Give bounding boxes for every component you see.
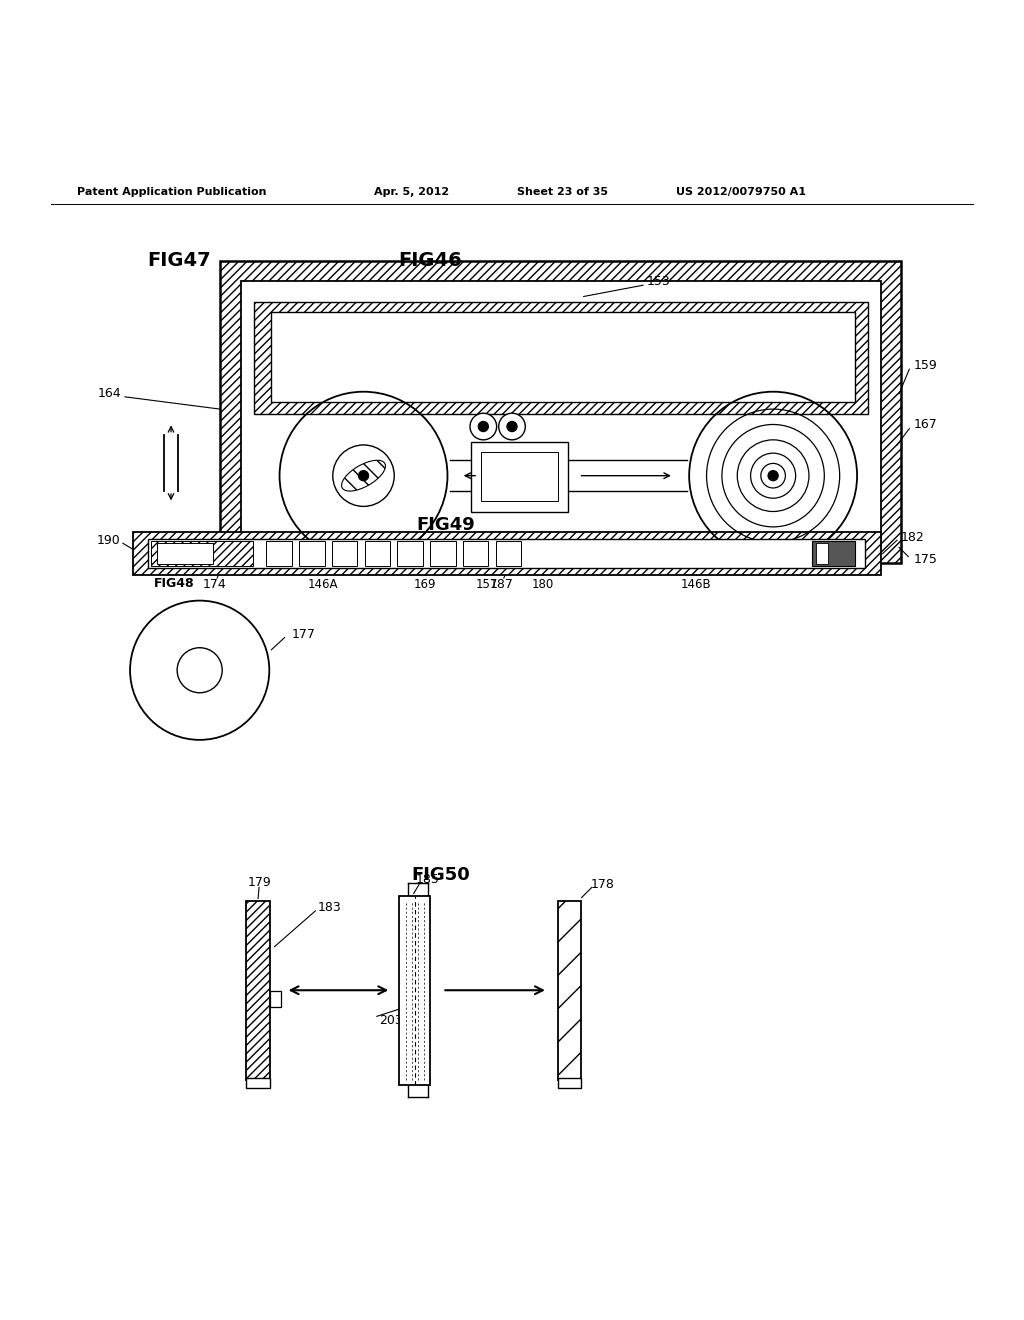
Text: 182: 182 — [901, 531, 925, 544]
Text: 164: 164 — [97, 387, 121, 400]
Text: Patent Application Publication: Patent Application Publication — [77, 187, 266, 197]
Text: 187: 187 — [489, 578, 514, 591]
Bar — [241, 281, 881, 548]
Text: FIG49: FIG49 — [416, 516, 475, 533]
Text: 178: 178 — [590, 878, 614, 891]
Text: 146A: 146A — [307, 578, 338, 591]
Bar — [496, 541, 521, 566]
Text: US 2012/0079750 A1: US 2012/0079750 A1 — [676, 187, 806, 197]
Text: 190: 190 — [97, 533, 121, 546]
Bar — [816, 544, 828, 564]
Ellipse shape — [342, 461, 385, 491]
Text: FIG48: FIG48 — [154, 577, 195, 590]
Bar — [471, 442, 568, 512]
Text: 153: 153 — [647, 275, 671, 288]
Bar — [399, 895, 430, 1085]
Bar — [430, 541, 456, 566]
Circle shape — [333, 445, 394, 507]
Bar — [271, 312, 855, 403]
Bar — [397, 541, 423, 566]
Text: 167: 167 — [913, 418, 937, 430]
Bar — [157, 544, 213, 564]
Circle shape — [499, 413, 525, 440]
Text: 175: 175 — [913, 553, 937, 566]
Bar — [151, 541, 253, 566]
Circle shape — [470, 413, 497, 440]
Bar — [481, 453, 558, 502]
Bar — [558, 1078, 581, 1088]
Bar — [220, 260, 901, 562]
Text: 180: 180 — [531, 578, 554, 591]
Bar — [133, 532, 881, 576]
Bar — [558, 900, 581, 1080]
Bar — [270, 991, 281, 1007]
Text: 183: 183 — [317, 902, 341, 915]
Text: 177: 177 — [292, 628, 315, 642]
Text: FIG47: FIG47 — [147, 251, 211, 271]
Text: 179: 179 — [247, 875, 271, 888]
Bar — [365, 541, 390, 566]
Text: 159: 159 — [913, 359, 937, 372]
Text: FIG46: FIG46 — [398, 251, 462, 271]
Bar — [812, 541, 855, 566]
Text: FIG50: FIG50 — [411, 866, 470, 884]
Text: 157: 157 — [475, 578, 498, 591]
Bar — [266, 541, 292, 566]
Text: 146B: 146B — [681, 578, 712, 591]
Circle shape — [478, 421, 488, 432]
Bar — [246, 900, 270, 1080]
Bar — [246, 1078, 270, 1088]
Bar — [254, 301, 868, 414]
Bar — [148, 539, 865, 568]
Circle shape — [507, 421, 517, 432]
Text: Apr. 5, 2012: Apr. 5, 2012 — [374, 187, 449, 197]
Circle shape — [768, 470, 778, 480]
Bar — [299, 541, 325, 566]
Text: 185: 185 — [416, 873, 440, 886]
Text: 174: 174 — [203, 578, 227, 591]
Text: Sheet 23 of 35: Sheet 23 of 35 — [517, 187, 608, 197]
Circle shape — [358, 470, 369, 480]
Text: 169: 169 — [414, 578, 436, 591]
Text: 203: 203 — [379, 1014, 402, 1027]
Bar — [463, 541, 488, 566]
Bar — [332, 541, 357, 566]
